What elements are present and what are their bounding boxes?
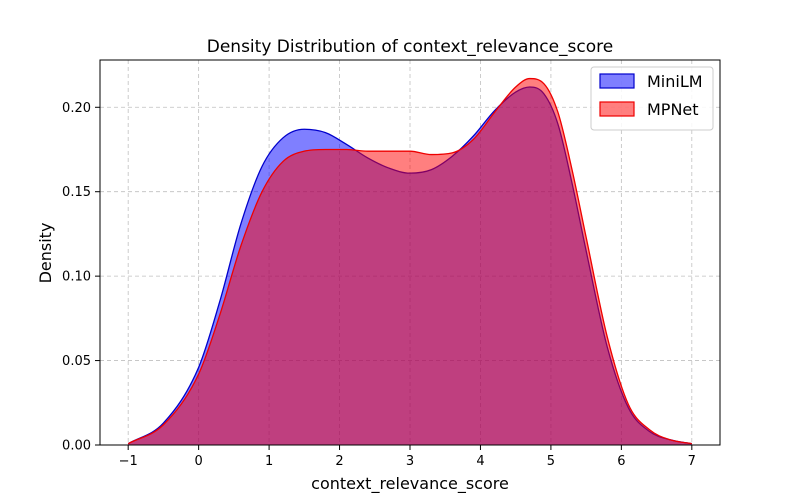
- mpnet-density-line: [127, 77, 692, 445]
- y-tick-label: 0.20: [62, 101, 91, 116]
- y-tick-label: 0.10: [62, 270, 91, 285]
- minilm-legend-swatch: [599, 73, 635, 89]
- x-tick-label: 2: [335, 454, 343, 469]
- y-tick-label: 0.15: [62, 185, 91, 200]
- x-tick-label: 4: [476, 454, 484, 469]
- x-tick-label: 7: [688, 454, 696, 469]
- chart-title: Density Distribution of context_relevanc…: [207, 37, 613, 57]
- x-tick-label: 1: [265, 454, 273, 469]
- legend: MiniLM MPNet: [590, 66, 714, 131]
- y-tick-label: 0.00: [62, 439, 91, 454]
- y-axis-ticks: 0.00 0.05 0.10 0.15 0.20: [62, 101, 100, 454]
- x-tick-label: 0: [194, 454, 202, 469]
- mpnet-density-area: [128, 78, 692, 445]
- density-areas: [127, 77, 692, 446]
- x-tick-label: 3: [406, 454, 414, 469]
- minilm-legend-label: MiniLM: [647, 72, 703, 91]
- y-tick-label: 0.05: [62, 354, 91, 369]
- x-axis-label: context_relevance_score: [311, 474, 509, 494]
- x-axis-ticks: −1 0 1 2 3 4 5 6 7: [119, 445, 696, 469]
- y-axis-label: Density: [36, 223, 55, 284]
- x-tick-label: 5: [547, 454, 555, 469]
- x-tick-label: 6: [617, 454, 625, 469]
- x-tick-label: −1: [119, 454, 138, 469]
- mpnet-legend-swatch: [599, 101, 635, 117]
- mpnet-legend-label: MPNet: [647, 100, 699, 119]
